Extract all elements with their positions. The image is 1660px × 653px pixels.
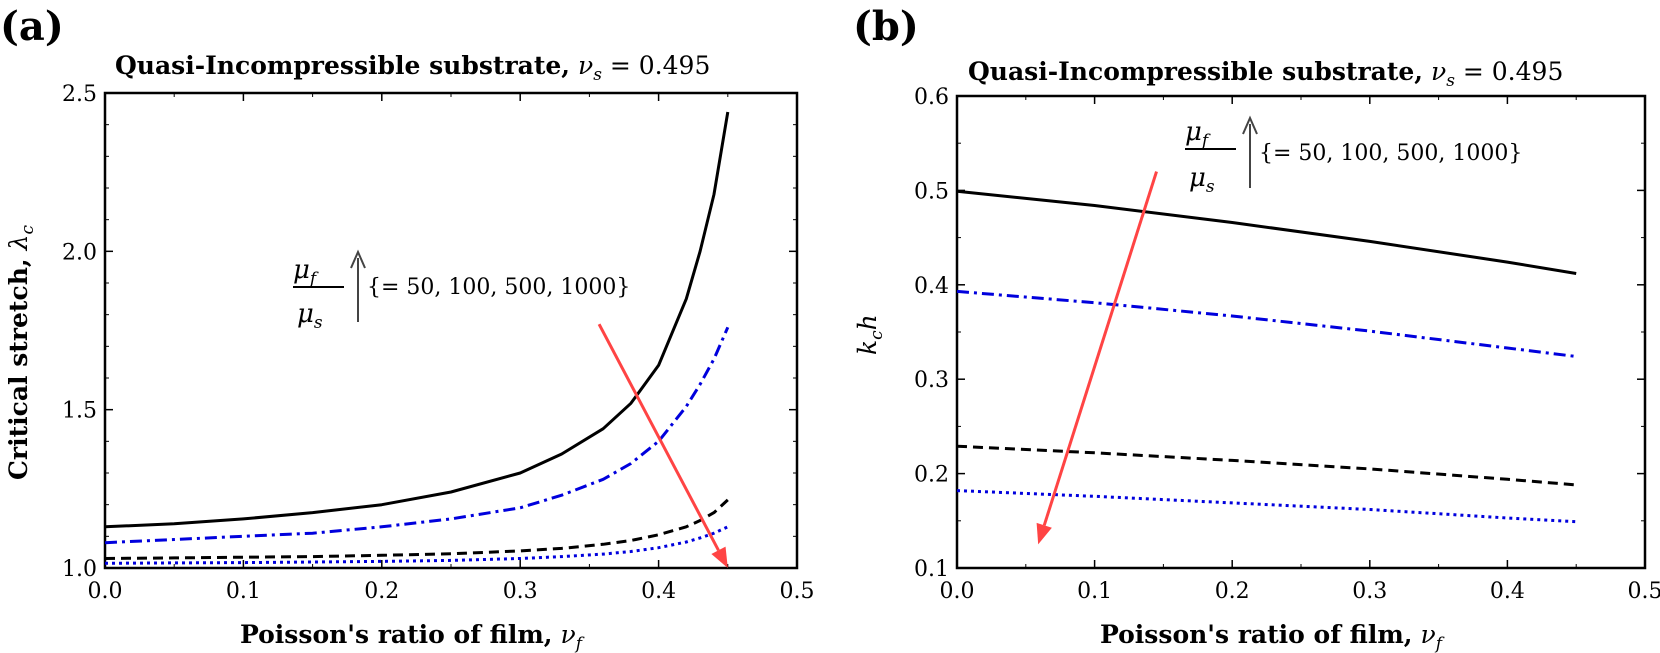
panel-b-label: (b)	[853, 3, 919, 50]
panel-a-trend-arrow	[597, 323, 720, 552]
panel-b-series-solid-line	[956, 189, 1577, 275]
panel-a-ytick-label: 2.0	[62, 240, 97, 265]
panel-b-ytick-label: 0.6	[914, 85, 949, 110]
panel-a-series-solid-line	[104, 111, 730, 529]
panel-b-xtick-label: 0.4	[1490, 579, 1525, 604]
panel-a-xtick-label: 0.4	[641, 579, 676, 604]
panel-b-xtick-label: 0.0	[940, 579, 975, 604]
panel-a-xtick-label: 0.2	[364, 579, 399, 604]
panel-a-ylabel: Critical stretch,λc	[4, 225, 38, 480]
panel-b-xtick-label: 0.5	[1628, 579, 1660, 604]
panel-a-xtick-label: 0.5	[780, 579, 815, 604]
panel-b-xlabel: Poisson's ratio of film, νf	[1100, 620, 1445, 653]
panel-b-xtick-label: 0.3	[1352, 579, 1387, 604]
panel-a-up-arrowhead-icon	[350, 249, 366, 269]
panel-a-annot-denominator: μs	[297, 299, 323, 333]
panel-a-ytick-label: 1.5	[62, 399, 97, 424]
panel-a-ytick-label: 2.5	[62, 82, 97, 107]
panel-b-series-dotted-line	[956, 489, 1577, 524]
panel-b-ytick-label: 0.2	[914, 463, 949, 488]
panel-a-series-dashed-line	[104, 498, 729, 560]
panel-a-series-dashdot-line	[104, 326, 730, 545]
panel-b-ytick-label: 0.4	[914, 274, 949, 299]
panel-b-xtick-label: 0.2	[1215, 579, 1250, 604]
panel-b-title: Quasi-Incompressible substrate, νs = 0.49…	[968, 57, 1563, 91]
panel-b-trend-arrowhead-icon	[1036, 522, 1052, 545]
panel-a-xtick-label: 0.3	[503, 579, 538, 604]
panel-b-trend-arrow	[1042, 171, 1158, 526]
panel-a-series-dotted-line	[104, 525, 729, 565]
panel-a-trend-arrowhead-icon	[711, 546, 728, 568]
panel-b-annot-numerator: μf	[1185, 117, 1211, 151]
panel-b-annot-values: {= 50, 100, 500, 1000}	[1259, 141, 1522, 166]
panel-b-up-arrowhead-icon	[1242, 115, 1258, 135]
panel-b-ytick-label: 0.5	[914, 179, 949, 204]
panel-a-label: (a)	[0, 3, 64, 50]
panel-b-ytick-label: 0.3	[914, 368, 949, 393]
panel-a-annotation: μf μs {= 50, 100, 500, 1000}	[293, 249, 630, 333]
panel-b-annot-denominator: μs	[1189, 163, 1215, 197]
panel-a-axes-frame	[103, 91, 799, 570]
panel-b-ytick-label: 0.1	[914, 557, 949, 582]
panel-a-annot-values: {= 50, 100, 500, 1000}	[367, 275, 630, 300]
panel-a-title: Quasi-Incompressible substrate, νs = 0.49…	[115, 51, 710, 85]
panel-a-xtick-label: 0.0	[88, 579, 123, 604]
panel-a-xlabel: Poisson's ratio of film, νf	[240, 620, 585, 653]
panel-b-series-dashdot-line	[956, 289, 1577, 358]
panel-b-annotation: μf μs {= 50, 100, 500, 1000}	[1185, 115, 1522, 197]
panel-b-axes-frame	[955, 94, 1647, 570]
panel-b-ylabel: kch	[853, 314, 887, 355]
panel-a-xtick-label: 0.1	[226, 579, 261, 604]
panel-b-xtick-label: 0.1	[1077, 579, 1112, 604]
panel-a-annot-numerator: μf	[293, 255, 319, 289]
panel-a-ytick-label: 1.0	[62, 557, 97, 582]
panel-b-series-dashed-line	[956, 444, 1577, 487]
plot-layer: 0.0 0.1 0.2 0.3 0.4 0.51.01.52.02.50.0 0.1 0.2 0…	[62, 82, 1660, 604]
